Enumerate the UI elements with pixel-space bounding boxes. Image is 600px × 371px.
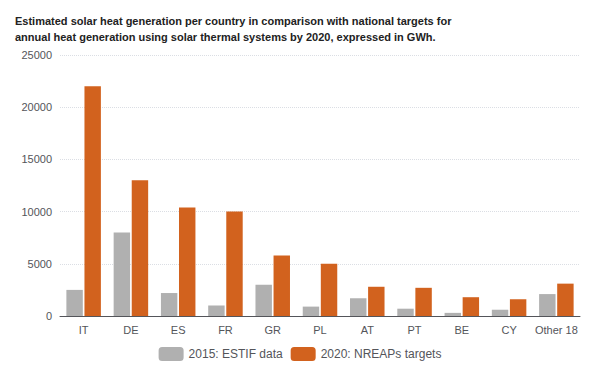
svg-text:5000: 5000 xyxy=(28,258,52,270)
svg-text:Other 18: Other 18 xyxy=(535,324,578,336)
svg-text:10000: 10000 xyxy=(21,206,52,218)
svg-text:IT: IT xyxy=(79,324,89,336)
svg-text:annual heat generation using s: annual heat generation using solar therm… xyxy=(15,31,436,43)
svg-text:20000: 20000 xyxy=(21,101,52,113)
svg-text:Estimated solar heat generatio: Estimated solar heat generation per coun… xyxy=(15,15,452,27)
svg-text:PT: PT xyxy=(408,324,422,336)
svg-text:DE: DE xyxy=(123,324,138,336)
svg-text:GR: GR xyxy=(264,324,281,336)
svg-text:BE: BE xyxy=(454,324,469,336)
svg-text:CY: CY xyxy=(501,324,517,336)
svg-text:FR: FR xyxy=(218,324,233,336)
svg-text:PL: PL xyxy=(313,324,326,336)
svg-text:25000: 25000 xyxy=(21,49,52,61)
svg-text:0: 0 xyxy=(46,310,52,322)
svg-text:ES: ES xyxy=(171,324,186,336)
svg-text:2015: ESTIF data: 2015: ESTIF data xyxy=(189,347,283,361)
svg-text:15000: 15000 xyxy=(21,153,52,165)
svg-text:2020: NREAPs targets: 2020: NREAPs targets xyxy=(321,347,442,361)
svg-text:AT: AT xyxy=(361,324,375,336)
